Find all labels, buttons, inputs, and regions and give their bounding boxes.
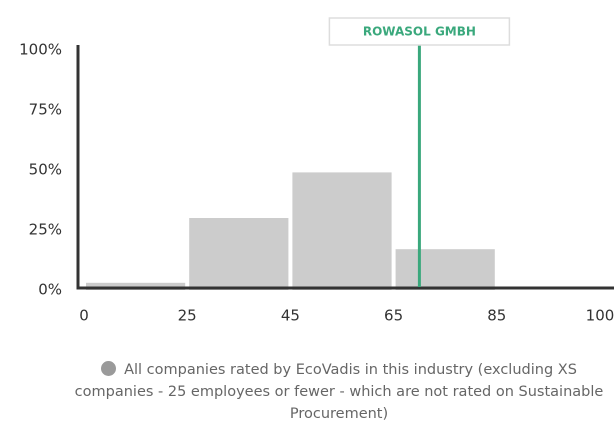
chart: 0% 25% 50% 75% 100% 0 25 45 65 85 100 ROWASOL GMBH (19, 17, 614, 325)
x-tick-label: 65 (384, 307, 403, 325)
marker-label-box (328, 17, 511, 46)
bar (189, 218, 289, 290)
legend: All companies rated by EcoVadis in this … (64, 359, 614, 425)
bar (292, 172, 392, 290)
x-tick-label: 100 (586, 307, 614, 325)
legend-label: All companies rated by EcoVadis in this … (74, 362, 604, 422)
x-tick-label: 25 (178, 307, 197, 325)
y-tick-label: 50% (29, 161, 62, 179)
x-tick-label: 85 (487, 307, 506, 325)
marker-label: ROWASOL GMBH (363, 25, 476, 39)
y-tick-label: 100% (19, 41, 62, 59)
y-tick-label: 0% (38, 281, 62, 299)
x-tick-label: 45 (281, 307, 300, 325)
bar (86, 282, 186, 290)
legend-swatch (101, 361, 117, 376)
y-tick-label: 75% (29, 101, 62, 119)
bar (395, 249, 495, 290)
x-tick-label: 0 (79, 307, 89, 325)
y-tick-label: 25% (29, 221, 62, 239)
